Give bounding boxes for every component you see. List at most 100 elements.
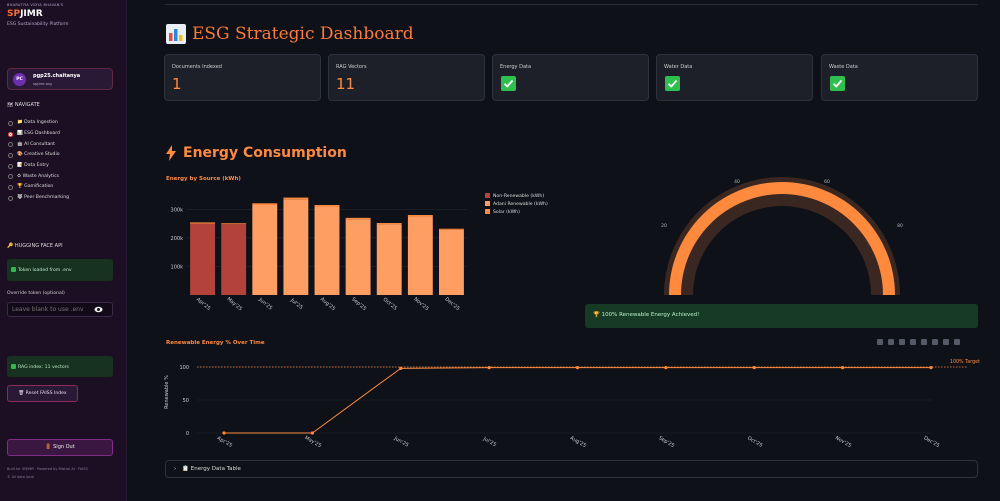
line-chart-title: Renewable Energy % Over Time — [166, 340, 265, 346]
reset-faiss-button[interactable]: 🗑 Reset FAISS Index — [7, 385, 78, 402]
nav-item[interactable]: 📊 ESG Dashboard — [8, 129, 69, 140]
nav-item-label: 🎨 Creative Studio — [17, 152, 60, 158]
override-token-input[interactable] — [7, 302, 113, 317]
check-icon — [830, 76, 845, 91]
metric-documents-indexed: Documents Indexed 1 — [164, 54, 321, 101]
x-tick-label: Oct'25 — [382, 297, 398, 312]
nav-item[interactable]: ♻ Waste Analytics — [8, 171, 69, 182]
chart-toolbar — [877, 339, 960, 345]
pan-icon[interactable] — [899, 339, 905, 345]
data-point — [310, 431, 314, 435]
bar — [345, 217, 371, 220]
brand-logo: SPJIMR — [7, 9, 43, 19]
legend-label: Non-Renewable (kWh) — [493, 193, 544, 199]
bar — [221, 223, 247, 225]
radio-button[interactable] — [8, 120, 13, 126]
data-point — [575, 366, 580, 370]
brand-subtitle: ESG Sustainability Platform — [7, 22, 69, 27]
home-icon[interactable] — [943, 339, 949, 345]
gauge-tick-label: 80 — [897, 223, 903, 229]
page-title: ESG Strategic Dashboard — [166, 24, 414, 44]
metric-rag-vectors: RAG Vectors 11 — [328, 54, 485, 101]
nav-item-label: 🏆 Gamification — [17, 184, 54, 190]
zoom-out-icon[interactable] — [921, 339, 927, 345]
eye-icon[interactable] — [94, 305, 103, 314]
radio-button[interactable] — [8, 131, 13, 137]
bar — [314, 205, 340, 207]
bar — [190, 223, 215, 295]
camera-icon[interactable] — [877, 339, 883, 345]
bar — [407, 216, 433, 295]
check-icon — [665, 76, 680, 91]
nav-item[interactable]: 🐺 Peer Benchmarking — [8, 193, 69, 204]
metric-energy-data: Energy Data — [492, 54, 649, 101]
x-tick-label: Sep'25 — [350, 296, 367, 312]
x-tick-label: Aug'25 — [319, 296, 336, 312]
zoom-in-icon[interactable] — [910, 339, 916, 345]
hf-section-title: 🔑 HUGGING FACE API — [7, 243, 63, 249]
chevron-right-icon: › — [174, 466, 177, 472]
gauge-tick-label: 20 — [661, 223, 667, 229]
y-tick-label: 300k — [171, 207, 184, 213]
nav-item-label: ♻ Waste Analytics — [17, 173, 59, 179]
x-tick-label: Jun'25 — [392, 435, 409, 448]
nav-item[interactable]: 🏆 Gamification — [8, 182, 69, 193]
x-tick-label: Apr'25 — [195, 297, 211, 312]
sidebar: BHARATIYA VIDYA BHAVAN'S SPJIMR ESG Sust… — [0, 0, 127, 501]
nav-item-label: 🤖 AI Consultant — [17, 141, 55, 147]
main-content: ESG Strategic Dashboard Documents Indexe… — [127, 0, 1000, 501]
fullscreen-icon[interactable] — [954, 339, 960, 345]
section-title: Energy Consumption — [166, 145, 347, 161]
bar — [407, 215, 433, 217]
legend-label: Adani Renewable (kWh) — [493, 201, 548, 207]
radio-button[interactable] — [8, 152, 13, 158]
y-tick-label: 50 — [183, 398, 189, 404]
gauge-tick-label: 60 — [824, 179, 830, 185]
success-alert: 🏆 100% Renewable Energy Achieved! — [585, 304, 978, 328]
x-tick-label: May'25 — [225, 296, 243, 312]
footer-credits: Built for SPJIMR · Powered by Mistral AI… — [7, 467, 88, 471]
nav-item-label: 🐺 Peer Benchmarking — [17, 195, 70, 201]
bar — [376, 224, 402, 295]
data-point — [664, 366, 668, 370]
radio-button[interactable] — [8, 174, 13, 180]
zoom-icon[interactable] — [888, 339, 894, 345]
data-point — [841, 366, 845, 370]
radio-button[interactable] — [8, 195, 13, 201]
bar — [345, 219, 371, 295]
rag-status: RAG index: 11 vectors — [7, 356, 113, 377]
nav-item[interactable]: 📝 Data Entry — [8, 161, 69, 172]
energy-table-expander[interactable]: › 📋 Energy Data Table — [165, 460, 978, 478]
data-point — [222, 431, 226, 435]
bar-chart-title: Energy by Source (kWh) — [166, 176, 241, 182]
nav-title: 🗺 NAVIGATE — [7, 102, 40, 108]
radio-button[interactable] — [8, 142, 13, 148]
check-icon — [11, 364, 16, 369]
metric-waste-data: Waste Data — [821, 54, 978, 101]
bar — [376, 223, 402, 225]
bar — [190, 222, 215, 224]
gauge-value-arc — [669, 182, 895, 295]
series-line — [224, 367, 931, 434]
x-tick-label: Sep'25 — [657, 435, 675, 449]
nav-item[interactable]: 🎨 Creative Studio — [8, 150, 69, 161]
data-point — [487, 366, 491, 370]
sign-out-button[interactable]: 🚪 Sign Out — [7, 439, 113, 456]
x-tick-label: Jun'25 — [257, 296, 274, 311]
autoscale-icon[interactable] — [932, 339, 938, 345]
check-icon — [11, 267, 16, 272]
nav-item[interactable]: 📁 Data Ingestion — [8, 118, 69, 129]
nav-item[interactable]: 🤖 AI Consultant — [8, 139, 69, 150]
legend-swatch — [485, 209, 490, 214]
renewable-gauge: 40 60 20 80 — [661, 177, 903, 295]
data-point — [399, 366, 403, 370]
user-email: spjimr.org — [33, 81, 52, 86]
target-label: 100% Target — [950, 359, 980, 365]
user-card: PC pgp25.chaitanya spjimr.org — [7, 68, 113, 90]
radio-button[interactable] — [8, 163, 13, 169]
bar — [221, 224, 247, 295]
y-tick-label: 100 — [179, 365, 189, 371]
radio-button[interactable] — [8, 184, 13, 190]
energy-bar-chart: 100k 200k 300k Apr'25 May'25 Jun'25 Jul'25 Aug'… — [171, 193, 548, 312]
nav-item-label: 📁 Data Ingestion — [17, 120, 58, 126]
